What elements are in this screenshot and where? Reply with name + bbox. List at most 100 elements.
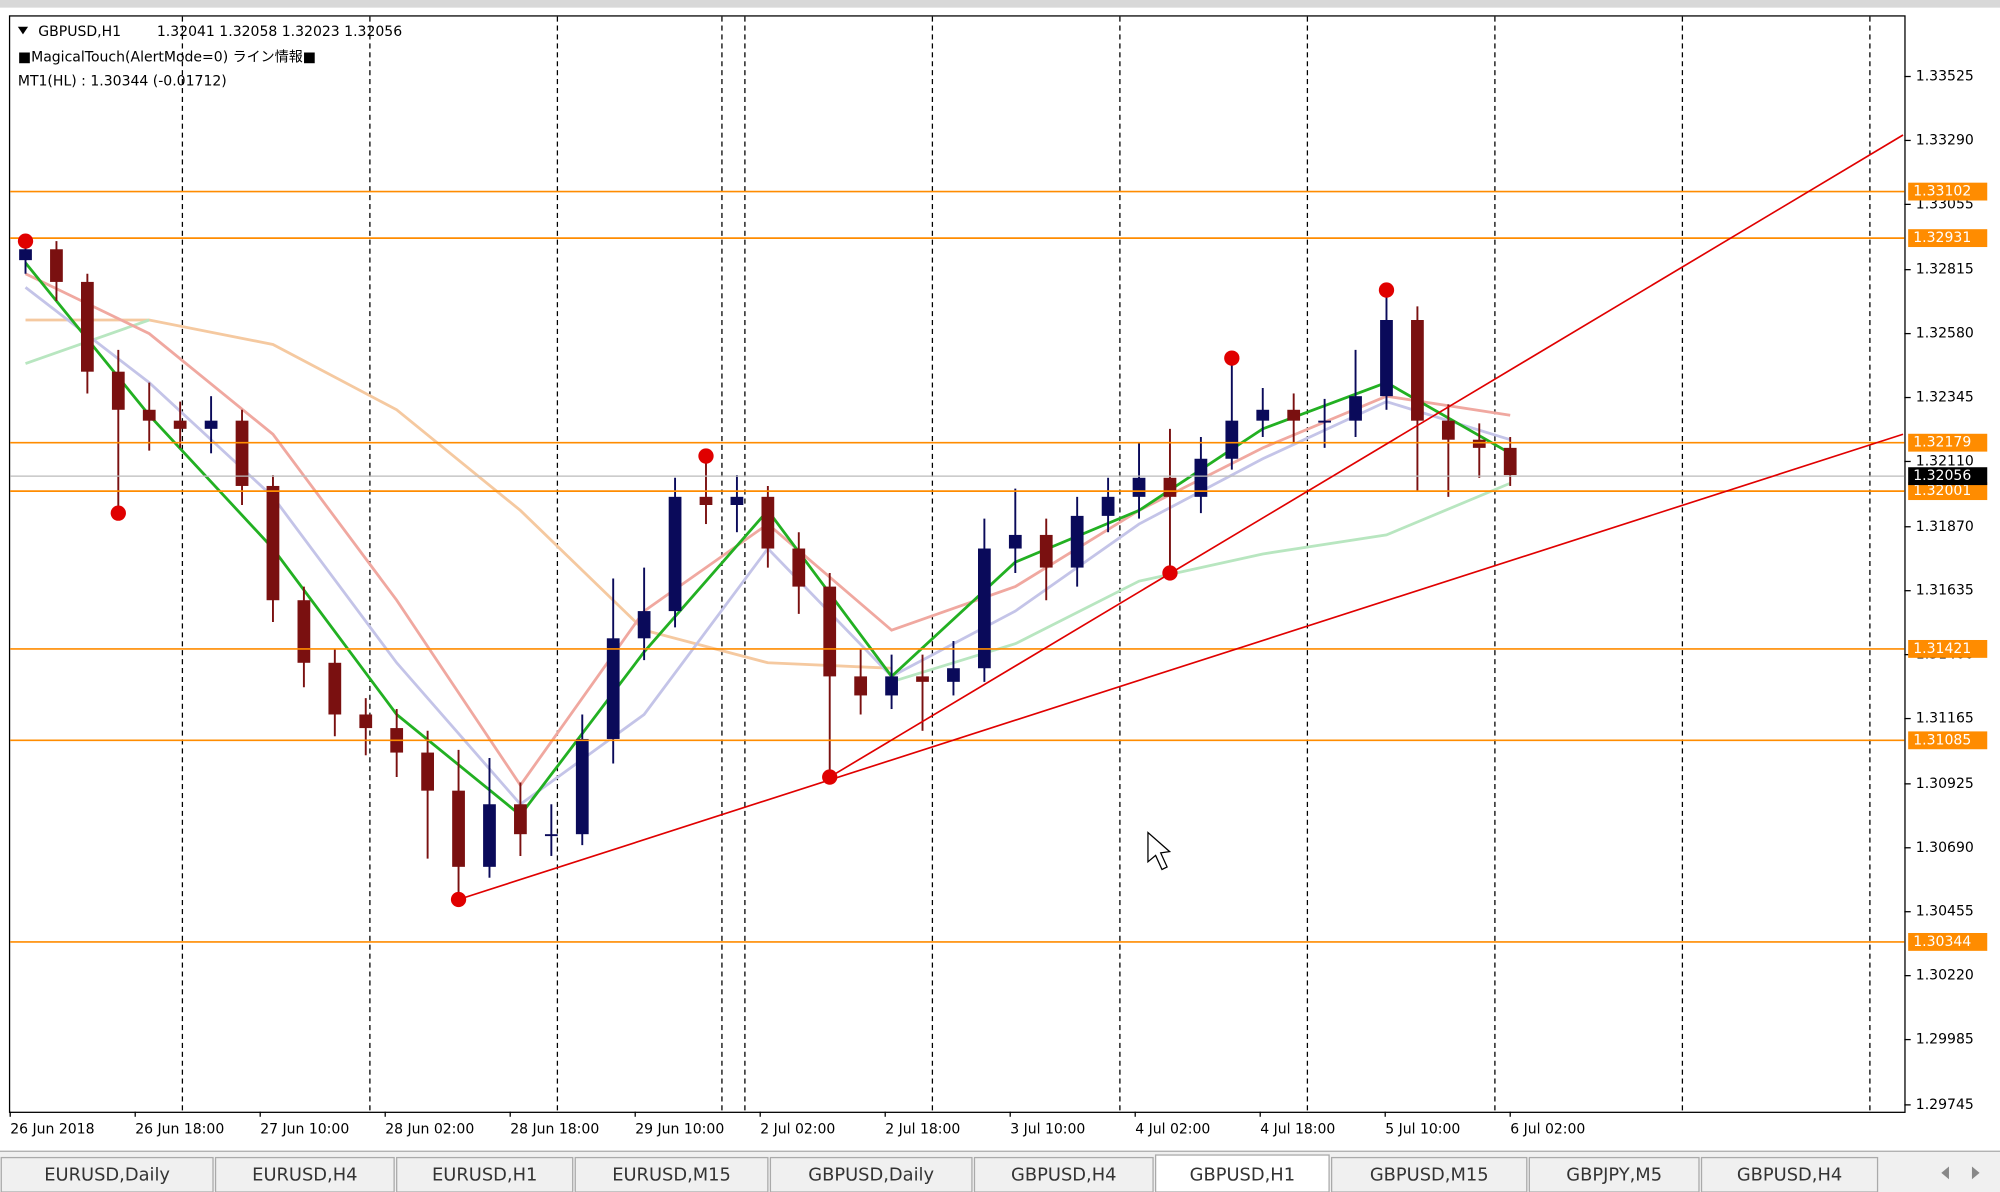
candle-body bbox=[452, 790, 465, 867]
x-tick-label: 2 Jul 18:00 bbox=[885, 1122, 960, 1138]
level-box bbox=[1908, 482, 1988, 501]
pivot-low bbox=[110, 505, 126, 521]
tab-label[interactable]: EURUSD,M15 bbox=[612, 1164, 731, 1185]
tab[interactable] bbox=[214, 1156, 395, 1192]
candle-body bbox=[483, 804, 496, 867]
candle-body bbox=[173, 420, 187, 429]
candle-body bbox=[1411, 320, 1424, 421]
candle-body bbox=[359, 714, 373, 729]
candle-body bbox=[1101, 496, 1115, 516]
candle-body bbox=[730, 496, 744, 505]
x-tick-label: 26 Jun 2018 bbox=[10, 1122, 94, 1138]
tab-label[interactable]: GBPUSD,Daily bbox=[808, 1164, 934, 1185]
x-tick-label: 2 Jul 02:00 bbox=[760, 1122, 835, 1138]
toolbar-strip bbox=[0, 0, 2000, 8]
candle-body bbox=[266, 485, 280, 601]
candle-body bbox=[1287, 409, 1301, 421]
x-tick-label: 3 Jul 10:00 bbox=[1010, 1122, 1085, 1138]
tab-label[interactable]: GBPUSD,M15 bbox=[1370, 1164, 1489, 1185]
current-price-box bbox=[1908, 467, 1988, 486]
candle-body bbox=[50, 249, 63, 282]
candle-body bbox=[1318, 420, 1331, 423]
candle-body bbox=[142, 409, 156, 421]
tab-scroll-left[interactable] bbox=[1941, 1166, 1949, 1180]
trendline bbox=[829, 134, 1904, 778]
y-tick-label: 1.30690 bbox=[1916, 840, 1974, 856]
pivot-high bbox=[698, 448, 714, 464]
tab-label[interactable]: EURUSD,H4 bbox=[252, 1164, 357, 1185]
tab[interactable] bbox=[396, 1156, 574, 1192]
level-label: 1.33102 bbox=[1913, 184, 1971, 200]
y-tick-label: 1.32580 bbox=[1916, 326, 1974, 342]
symbol-title: GBPUSD,H1 bbox=[38, 24, 121, 40]
x-tick-label: 6 Jul 02:00 bbox=[1510, 1122, 1585, 1138]
tab[interactable] bbox=[973, 1156, 1154, 1192]
pivot-low bbox=[450, 891, 467, 908]
tab-label[interactable]: GBPUSD,H4 bbox=[1737, 1164, 1842, 1185]
y-tick-label: 1.32345 bbox=[1916, 390, 1974, 406]
candle-body bbox=[606, 638, 620, 739]
tab[interactable] bbox=[1528, 1156, 1700, 1192]
y-tick-label: 1.29745 bbox=[1916, 1097, 1974, 1113]
level-label: 1.31421 bbox=[1913, 641, 1971, 657]
tab-label[interactable]: GBPUSD,H4 bbox=[1011, 1164, 1116, 1185]
level-box bbox=[1908, 731, 1988, 750]
tab[interactable] bbox=[1154, 1154, 1330, 1192]
tab-label[interactable]: EURUSD,Daily bbox=[44, 1164, 170, 1185]
candle-body bbox=[204, 420, 218, 429]
x-tick-label: 27 Jun 10:00 bbox=[260, 1122, 349, 1138]
level-label: 1.32179 bbox=[1913, 435, 1971, 451]
pivot-high bbox=[17, 233, 34, 249]
candle-body bbox=[1163, 477, 1177, 497]
x-tick-label: 28 Jun 02:00 bbox=[385, 1122, 474, 1138]
candle-body bbox=[761, 496, 775, 549]
candle-body bbox=[1472, 439, 1486, 448]
level-box bbox=[1908, 182, 1988, 201]
pivot-high bbox=[1224, 350, 1240, 366]
tab[interactable] bbox=[574, 1156, 769, 1192]
tab-label[interactable]: GBPJPY,M5 bbox=[1566, 1164, 1662, 1185]
candle-body bbox=[1256, 409, 1270, 421]
tab[interactable] bbox=[1700, 1156, 1879, 1192]
candle-body bbox=[1008, 534, 1022, 549]
level-label: 1.32931 bbox=[1913, 230, 1971, 246]
candle-body bbox=[885, 676, 898, 696]
y-tick-label: 1.33290 bbox=[1916, 132, 1974, 148]
tab[interactable] bbox=[0, 1156, 214, 1192]
candle-body bbox=[1132, 477, 1146, 497]
x-tick-label: 29 Jun 10:00 bbox=[635, 1122, 724, 1138]
y-tick-label: 1.30455 bbox=[1916, 904, 1974, 920]
tab-label[interactable]: GBPUSD,H1 bbox=[1190, 1164, 1295, 1185]
tab-scroll-right[interactable] bbox=[1971, 1166, 1980, 1180]
candle-body bbox=[235, 420, 249, 486]
candle-body bbox=[1039, 534, 1053, 568]
candle-body bbox=[1194, 458, 1208, 497]
level-box bbox=[1908, 932, 1988, 951]
candle-body bbox=[854, 676, 868, 696]
indicator-label: MT1(HL) : 1.30344 (-0.01712) bbox=[18, 74, 227, 90]
y-tick-label: 1.31165 bbox=[1916, 711, 1974, 727]
candle-body bbox=[1225, 420, 1239, 459]
candle-body bbox=[575, 738, 589, 835]
x-tick-label: 4 Jul 02:00 bbox=[1135, 1122, 1210, 1138]
y-tick-label: 1.29985 bbox=[1916, 1032, 1974, 1048]
level-label: 1.30344 bbox=[1913, 934, 1971, 950]
tab-label[interactable]: EURUSD,H1 bbox=[432, 1164, 537, 1185]
candle-body bbox=[297, 600, 311, 663]
moving-average bbox=[25, 318, 892, 670]
pivot-low bbox=[822, 769, 838, 785]
y-tick-label: 1.32110 bbox=[1916, 453, 1974, 469]
tab[interactable] bbox=[1330, 1156, 1528, 1192]
x-tick-label: 28 Jun 18:00 bbox=[510, 1122, 599, 1138]
tab[interactable] bbox=[769, 1156, 973, 1192]
candle-body bbox=[637, 611, 651, 639]
pivot-low bbox=[1162, 565, 1178, 581]
candle-body bbox=[421, 752, 434, 791]
candle-body bbox=[916, 676, 929, 682]
y-tick-label: 1.31870 bbox=[1916, 519, 1974, 535]
candle-body bbox=[947, 668, 960, 682]
y-tick-label: 1.30925 bbox=[1916, 776, 1974, 792]
level-box bbox=[1908, 639, 1988, 658]
